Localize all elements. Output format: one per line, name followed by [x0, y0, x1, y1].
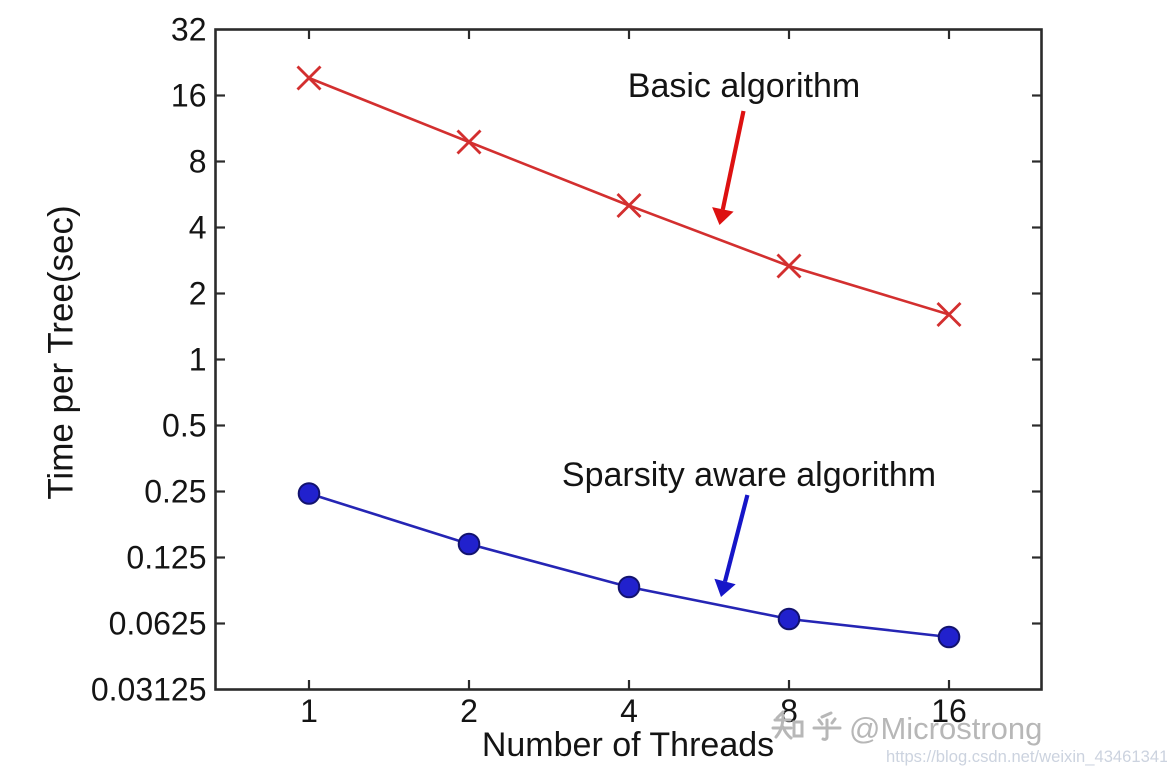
svg-text:Basic algorithm: Basic algorithm [628, 67, 860, 105]
svg-text:2: 2 [460, 693, 478, 729]
svg-text:Number of Threads: Number of Threads [482, 726, 774, 764]
svg-text:0.25: 0.25 [144, 474, 206, 510]
svg-text:@Microstrong: @Microstrong [849, 711, 1042, 746]
svg-text:8: 8 [189, 144, 207, 180]
svg-text:16: 16 [171, 78, 207, 114]
svg-text:0.0625: 0.0625 [109, 606, 207, 642]
svg-text:1: 1 [300, 693, 318, 729]
svg-text:https://blog.csdn.net/weixin_4: https://blog.csdn.net/weixin_43461341 [886, 747, 1167, 766]
svg-text:Sparsity aware algorithm: Sparsity aware algorithm [562, 456, 936, 494]
svg-text:0.03125: 0.03125 [91, 672, 207, 708]
svg-text:4: 4 [620, 693, 638, 729]
svg-text:2: 2 [189, 276, 207, 312]
svg-text:16: 16 [931, 693, 967, 729]
svg-text:32: 32 [171, 12, 207, 48]
svg-text:0.5: 0.5 [162, 408, 206, 444]
svg-text:0.125: 0.125 [126, 540, 206, 576]
svg-text:Time per Tree(sec): Time per Tree(sec) [42, 205, 81, 499]
svg-text:1: 1 [189, 342, 207, 378]
svg-text:4: 4 [189, 210, 207, 246]
